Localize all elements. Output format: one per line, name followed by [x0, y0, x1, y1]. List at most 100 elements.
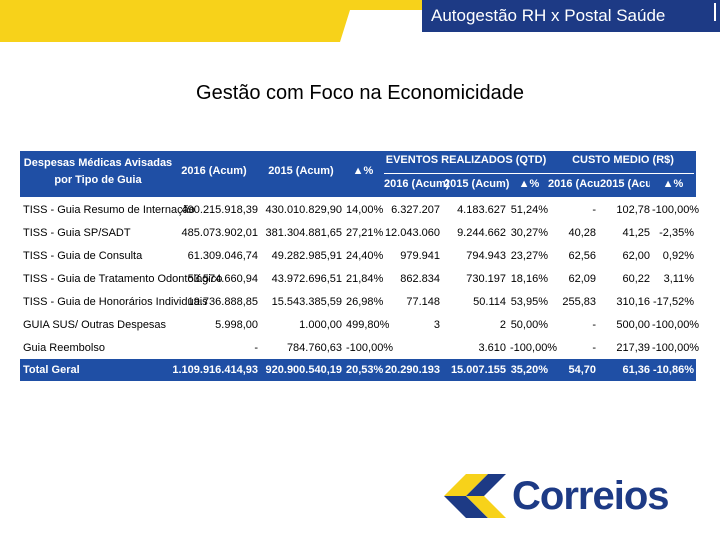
header-eventos: EVENTOS REALIZADOS (QTD)	[385, 154, 547, 166]
table-row: TISS - Guia de Tratamento Odontológico 5…	[20, 268, 696, 291]
cell-cost-2015: 310,16	[616, 296, 650, 308]
cell-value-2016: 53.574.660,94	[187, 273, 258, 285]
cell-value-2016: 485.073.902,01	[181, 227, 258, 239]
correios-logo-icon	[444, 474, 506, 518]
row-label: GUIA SUS/ Outras Despesas	[23, 319, 167, 331]
cell-events-2015: 4.183.627	[457, 204, 506, 216]
header-label: Despesas Médicas Avisadas por Tipo de Gu…	[23, 157, 173, 186]
cell-events-delta: 53,95%	[510, 296, 548, 308]
header-delta: ▲%	[352, 165, 374, 177]
cell-value-delta: 27,21%	[346, 227, 384, 239]
cell-cost-2016: 255,83	[562, 296, 596, 308]
cell-value-2016: -	[254, 342, 258, 354]
header-title: Autogestão RH x Postal Saúde	[422, 0, 720, 32]
row-label: TISS - Guia de Honorários Individuais	[23, 296, 208, 308]
cell-cost-delta: -100,00%	[652, 204, 700, 216]
cell-cost-2015: 500,00	[616, 319, 650, 331]
table-row: TISS - Guia de Honorários Individuais 19…	[20, 291, 696, 314]
cell-cost-2015: 60,22	[622, 273, 650, 285]
cell-value-2015: 1.000,00	[299, 319, 342, 331]
row-label: TISS - Guia de Consulta	[23, 250, 143, 262]
cell-events-2016: 979.941	[400, 250, 440, 262]
table-row: GUIA SUS/ Outras Despesas 5.998,00 1.000…	[20, 314, 700, 337]
header-cm-delta: ▲%	[662, 178, 684, 190]
cell-events-2016: 6.327.207	[391, 204, 440, 216]
cell-cost-2015: 41,25	[622, 227, 650, 239]
header-ev-2015: 2015 (Acum)	[444, 178, 510, 190]
cell-cost-delta: 3,11%	[663, 273, 694, 285]
cell-cost-2015: 217,39	[616, 342, 650, 354]
cell-cost-2016: -	[592, 342, 596, 354]
cell-value-2016: 19.736.888,85	[187, 296, 258, 308]
cell-value-2015: 430.010.829,90	[265, 204, 342, 216]
cell-cost-delta: -100,00%	[652, 319, 700, 331]
cell-cost-delta: -17,52%	[653, 296, 694, 308]
header-ev-2016: 2016 (Acum)	[384, 178, 450, 190]
cell-value-delta: 24,40%	[346, 250, 384, 262]
total-events-2015: 15.007.155	[450, 364, 506, 376]
cell-events-delta: 30,27%	[510, 227, 548, 239]
cell-cost-2016: -	[592, 319, 596, 331]
cell-cost-2015: 62,00	[622, 250, 650, 262]
table-row: Guia Reembolso - 784.760,63 -100,00% 3.6…	[20, 337, 700, 360]
table-row: TISS - Guia de Consulta 61.309.046,74 49…	[20, 245, 696, 268]
row-label: TISS - Guia SP/SADT	[23, 227, 131, 239]
cell-events-2015: 2	[499, 319, 506, 331]
total-cost-delta: -10,86%	[653, 364, 694, 376]
cell-cost-2016: 62,56	[568, 250, 596, 262]
total-cost-2016: 54,70	[568, 364, 596, 376]
cell-cost-2016: 62,09	[568, 273, 596, 285]
cell-events-delta: -100,00%	[510, 342, 558, 354]
cell-events-2015: 9.244.662	[457, 227, 506, 239]
cell-value-2015: 43.972.696,51	[271, 273, 342, 285]
row-label: Guia Reembolso	[23, 342, 105, 354]
table-header: Despesas Médicas Avisadas por Tipo de Gu…	[20, 151, 696, 197]
cell-cost-2016: -	[592, 204, 596, 216]
header-2015: 2015 (Acum)	[268, 165, 334, 177]
cell-events-2015: 3.610	[478, 342, 506, 354]
cell-events-2016: 3	[433, 319, 440, 331]
table-row: TISS - Guia SP/SADT 485.073.902,01 381.3…	[20, 222, 696, 245]
total-value-2015: 920.900.540,19	[265, 364, 342, 376]
header-custo: CUSTO MEDIO (R$)	[572, 154, 674, 166]
cell-cost-delta: 0,92%	[662, 250, 694, 262]
header-ev-delta: ▲%	[518, 178, 540, 190]
cell-value-2016: 490.215.918,39	[181, 204, 258, 216]
cell-events-2016: 77.148	[406, 296, 440, 308]
header-2016: 2016 (Acum)	[181, 165, 247, 177]
cell-events-2016: 12.043.060	[384, 227, 440, 239]
total-cost-2015: 61,36	[622, 364, 650, 376]
cell-events-2016: 862.834	[400, 273, 440, 285]
table-row: TISS - Guia Resumo de Internação 490.215…	[20, 199, 700, 222]
cell-cost-delta: -2,35%	[659, 227, 694, 239]
cell-events-delta: 50,00%	[510, 319, 548, 331]
cell-value-2016: 61.309.046,74	[187, 250, 258, 262]
row-label: TISS - Guia Resumo de Internação	[23, 204, 195, 216]
cell-value-delta: -100,00%	[346, 342, 394, 354]
total-events-2016: 20.290.193	[384, 364, 440, 376]
cell-value-delta: 499,80%	[346, 319, 390, 331]
cell-value-2015: 381.304.881,65	[265, 227, 342, 239]
cell-value-delta: 26,98%	[346, 296, 384, 308]
cell-value-2015: 784.760,63	[286, 342, 342, 354]
header-divider	[384, 173, 694, 174]
cell-events-2015: 730.197	[466, 273, 506, 285]
correios-logo: Correios	[440, 466, 690, 526]
cell-cost-delta: -100,00%	[652, 342, 700, 354]
cell-value-2015: 15.543.385,59	[271, 296, 342, 308]
total-value-delta: 20,53%	[346, 364, 384, 376]
total-row: Total Geral 1.109.916.414,93 920.900.540…	[20, 359, 696, 381]
total-label: Total Geral	[23, 364, 80, 376]
cell-value-2016: 5.998,00	[215, 319, 258, 331]
cell-events-2015: 794.943	[466, 250, 506, 262]
total-value-2016: 1.109.916.414,93	[172, 364, 258, 376]
cell-events-2015: 50.114	[473, 296, 506, 308]
cell-cost-2016: 40,28	[568, 227, 596, 239]
cell-value-2015: 49.282.985,91	[271, 250, 342, 262]
cell-value-delta: 14,00%	[346, 204, 384, 216]
cell-value-delta: 21,84%	[346, 273, 384, 285]
page-title: Gestão com Foco na Economicidade	[196, 82, 524, 104]
header-cm-2015: 2015 (Acum)	[600, 178, 650, 190]
logo-wordmark: Correios	[512, 474, 669, 518]
cell-events-delta: 18,16%	[510, 273, 548, 285]
